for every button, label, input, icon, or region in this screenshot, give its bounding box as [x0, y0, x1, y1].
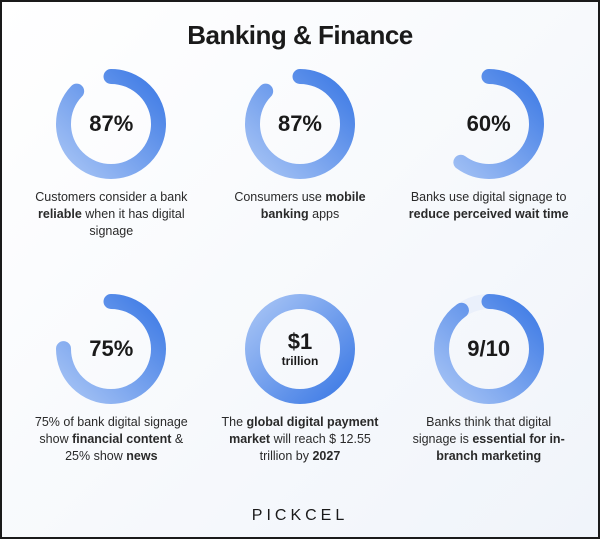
stat-value: $1trillion	[245, 294, 355, 404]
stat-value: 75%	[56, 294, 166, 404]
stat-trillion: $1trillion The global digital payment mar…	[211, 294, 390, 501]
stat-description: 75% of bank digital signage show financi…	[26, 414, 196, 465]
progress-ring: $1trillion	[245, 294, 355, 404]
stat-description: Banks think that digital signage is esse…	[404, 414, 574, 465]
stat-mobile: 87% Consumers use mobile banking apps	[211, 69, 390, 276]
progress-ring: 87%	[245, 69, 355, 179]
brand-footer: PICKCEL	[22, 507, 578, 525]
stat-reliable: 87% Customers consider a bank reliable wh…	[22, 69, 201, 276]
stat-description: Customers consider a bank reliable when …	[26, 189, 196, 240]
stat-description: Consumers use mobile banking apps	[215, 189, 385, 223]
progress-ring: 87%	[56, 69, 166, 179]
stat-description: The global digital payment market will r…	[215, 414, 385, 465]
stat-description: Banks use digital signage to reduce perc…	[404, 189, 574, 223]
progress-ring: 75%	[56, 294, 166, 404]
infographic-frame: Banking & Finance 87% Customers consider …	[0, 0, 600, 539]
stat-value: 60%	[434, 69, 544, 179]
progress-ring: 9/10	[434, 294, 544, 404]
stat-value: 87%	[56, 69, 166, 179]
stat-content: 75% 75% of bank digital signage show fina…	[22, 294, 201, 501]
stats-grid: 87% Customers consider a bank reliable wh…	[22, 69, 578, 501]
progress-ring: 60%	[434, 69, 544, 179]
stat-value: 9/10	[434, 294, 544, 404]
page-title: Banking & Finance	[22, 20, 578, 51]
stat-value: 87%	[245, 69, 355, 179]
stat-wait: 60% Banks use digital signage to reduce p…	[399, 69, 578, 276]
stat-essential: 9/10 Banks think that digital signage is …	[399, 294, 578, 501]
